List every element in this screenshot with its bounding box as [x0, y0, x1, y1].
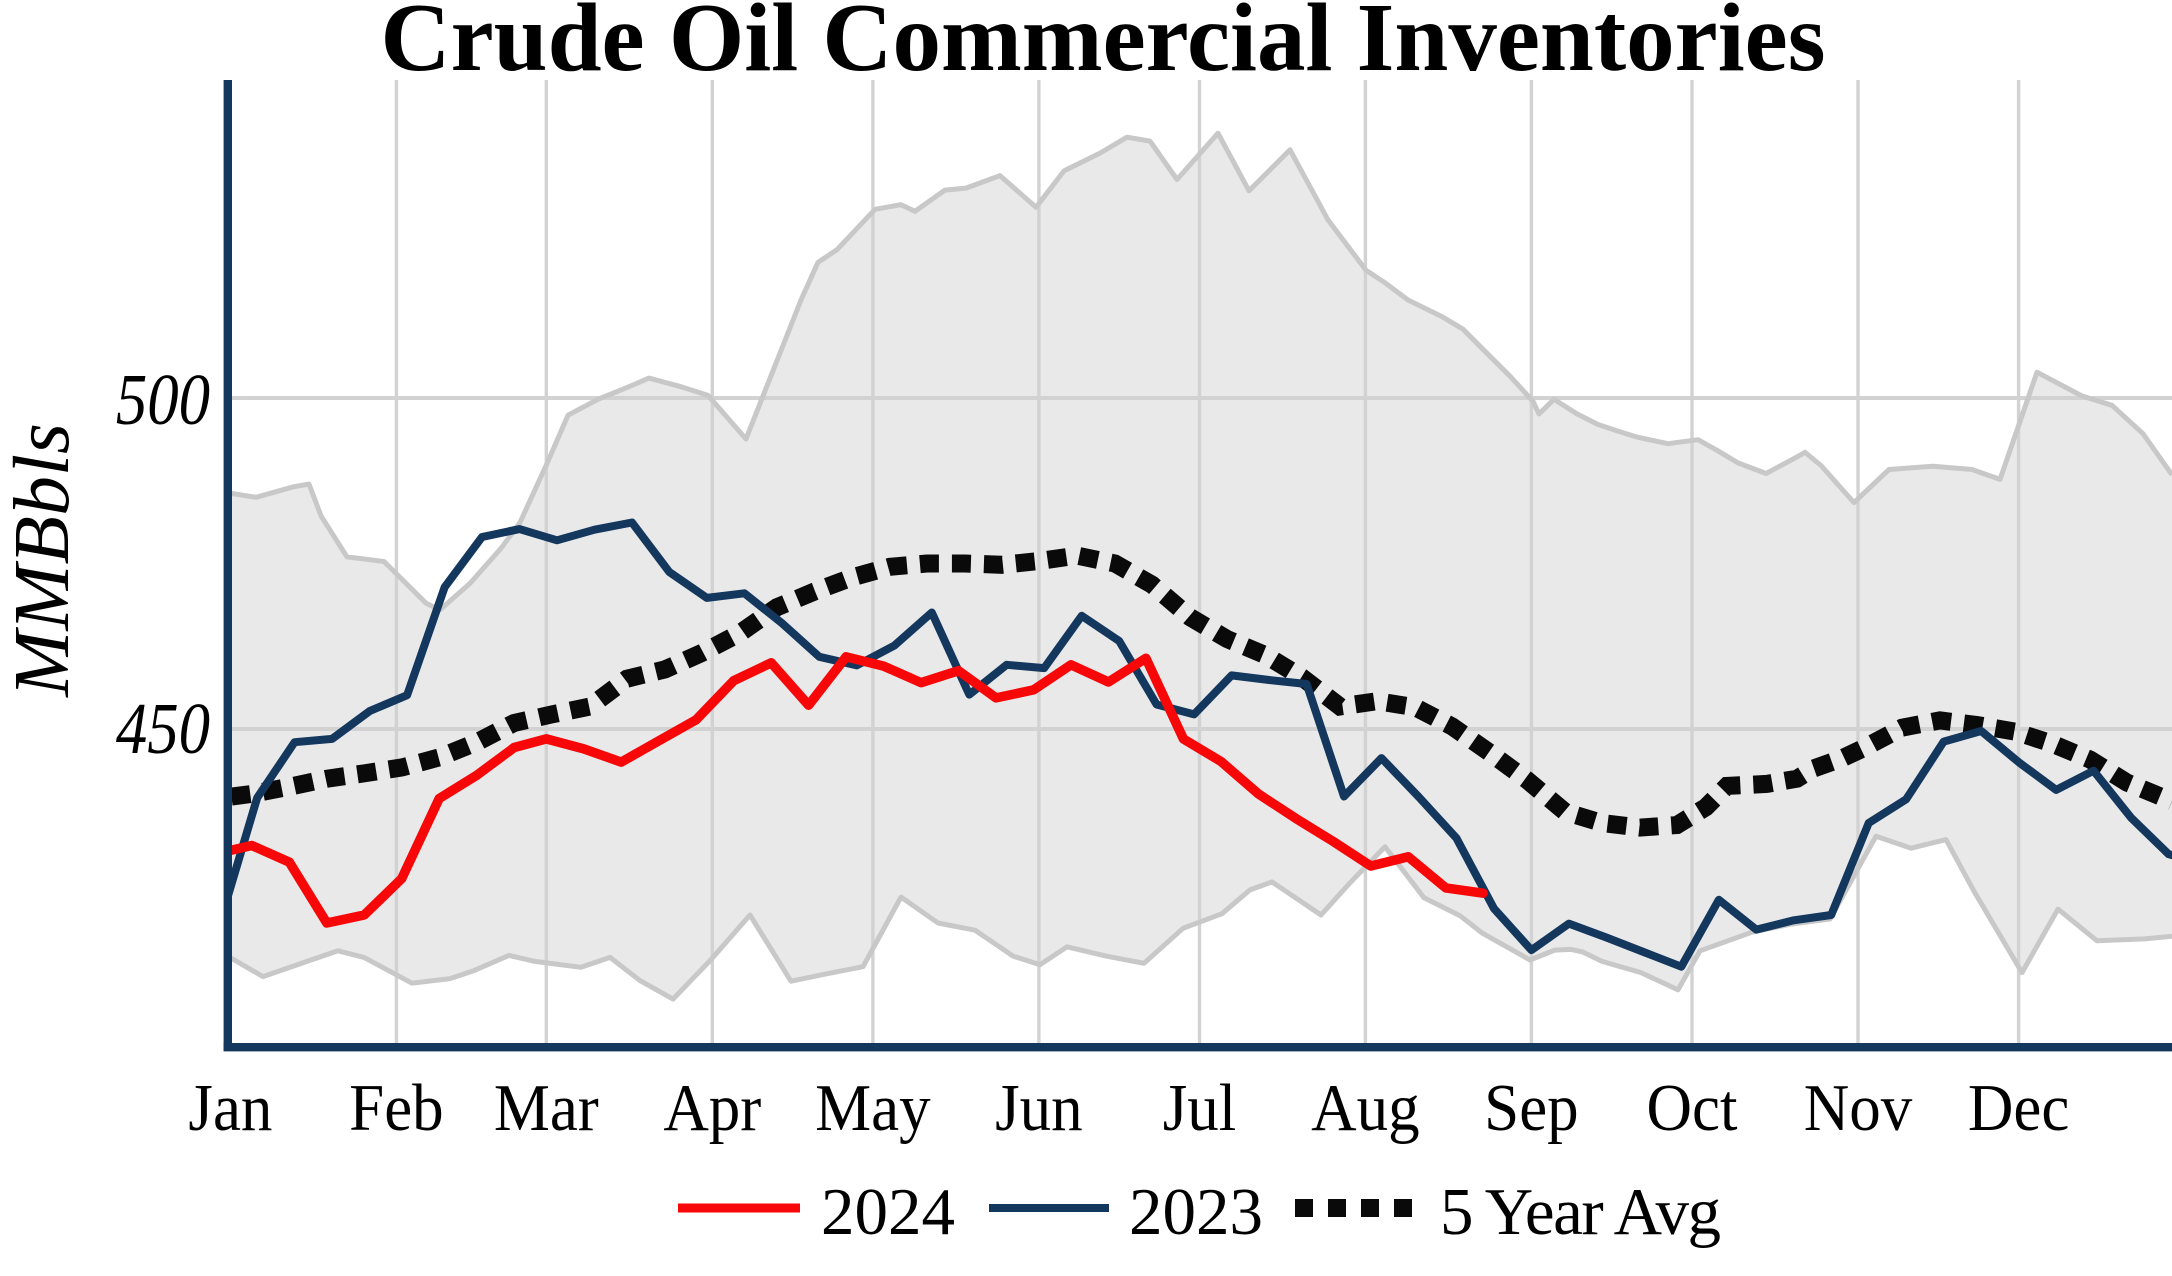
svg-text:Apr: Apr	[663, 1071, 761, 1145]
svg-text:2023: 2023	[1129, 1175, 1263, 1249]
svg-text:Dec: Dec	[1968, 1071, 2069, 1145]
svg-text:Mar: Mar	[494, 1071, 599, 1145]
svg-text:Jun: Jun	[995, 1071, 1082, 1145]
svg-text:5 Year Avg: 5 Year Avg	[1440, 1175, 1721, 1249]
svg-text:Oct: Oct	[1647, 1071, 1738, 1145]
svg-text:Aug: Aug	[1311, 1071, 1419, 1145]
svg-text:2024: 2024	[821, 1175, 955, 1249]
svg-text:Jan: Jan	[188, 1071, 272, 1145]
svg-text:500: 500	[116, 359, 210, 440]
svg-text:Nov: Nov	[1804, 1071, 1913, 1145]
svg-text:450: 450	[116, 688, 210, 769]
svg-text:Sep: Sep	[1484, 1071, 1578, 1145]
svg-text:Feb: Feb	[349, 1071, 443, 1145]
svg-text:Jul: Jul	[1163, 1071, 1236, 1145]
svg-text:May: May	[815, 1071, 931, 1145]
svg-text:Crude Oil Commercial Inventori: Crude Oil Commercial Inventories	[381, 0, 1826, 91]
svg-text:MMBbls: MMBbls	[0, 423, 86, 698]
